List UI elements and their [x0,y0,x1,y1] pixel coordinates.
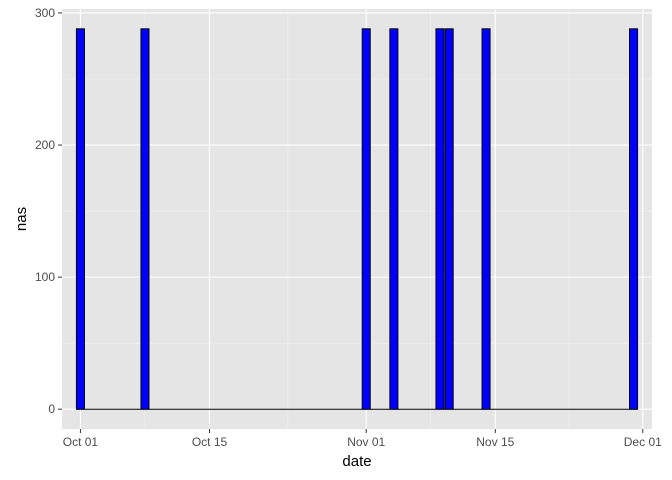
y-axis-tick-labels: 0 100 200 300 [35,6,55,416]
y-tick-label: 100 [35,270,55,284]
bar [361,28,371,410]
bar [389,28,399,410]
bar [444,28,454,410]
x-tick-label: Oct 15 [192,435,228,449]
x-tick-label: Dec 01 [624,435,662,449]
x-axis-tick-labels: Oct 01 Oct 15 Nov 01 Nov 15 Dec 01 [63,435,662,449]
y-axis-title: nas [13,207,30,231]
y-tick-label: 0 [48,402,55,416]
axis-ticks [58,12,644,433]
bar [481,28,491,410]
x-tick-label: Oct 01 [63,435,99,449]
bar [629,28,639,410]
x-tick-label: Nov 01 [347,435,385,449]
y-tick-label: 200 [35,138,55,152]
plot-panel [62,9,652,429]
bar [140,28,150,410]
x-axis-title: date [342,453,371,470]
y-tick-label: 300 [35,6,55,20]
x-tick-label: Nov 15 [476,435,514,449]
bar [435,28,445,410]
bars [75,28,639,410]
bar [75,28,85,410]
minor-gridlines [62,9,652,429]
